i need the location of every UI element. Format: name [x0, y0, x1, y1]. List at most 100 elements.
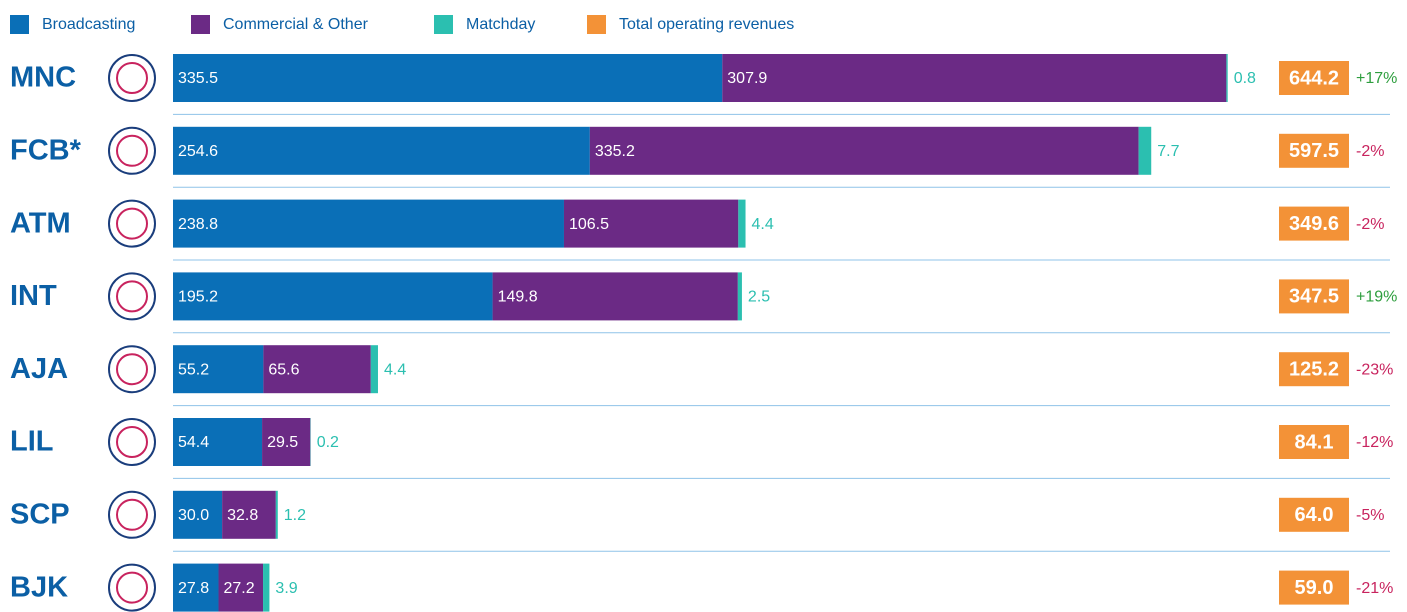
value-label: 65.6 [268, 361, 299, 378]
total-box [1279, 206, 1349, 241]
club-logo-inner [116, 353, 148, 386]
total-label: 349.6 [1289, 213, 1339, 235]
bar-segment [738, 199, 746, 248]
bar-segment [173, 490, 223, 539]
change-label: -2% [1356, 143, 1384, 160]
bar-segment [1226, 54, 1228, 102]
bar-segment [173, 418, 263, 466]
value-label: 106.5 [569, 216, 609, 233]
value-label: 2.5 [748, 289, 770, 306]
value-label: 335.2 [595, 143, 635, 160]
bar-segment [263, 563, 270, 612]
value-label: 3.9 [275, 580, 297, 597]
bar-segment [589, 126, 1139, 175]
club-logo-inner [116, 280, 148, 313]
change-label: -12% [1356, 434, 1393, 451]
category-label: SCP [10, 498, 70, 530]
category-label: ATM [10, 207, 71, 239]
change-label: -2% [1356, 216, 1384, 233]
club-logo [108, 490, 156, 539]
total-box [1279, 570, 1349, 605]
total-label: 125.2 [1289, 358, 1339, 380]
value-label: 0.2 [317, 434, 339, 451]
total-box [1279, 497, 1349, 532]
change-label: +17% [1356, 70, 1397, 87]
value-label: 307.9 [727, 70, 767, 87]
total-label: 59.0 [1295, 577, 1334, 599]
bar-segment [263, 345, 371, 394]
value-label: 238.8 [178, 216, 218, 233]
club-logo [108, 54, 156, 102]
club-logo-inner [116, 207, 148, 240]
category-label: MNC [10, 62, 76, 94]
legend-label: Matchday [466, 16, 535, 33]
total-box [1279, 425, 1349, 459]
category-label: INT [10, 280, 57, 312]
legend-swatch [10, 15, 29, 34]
value-label: 0.8 [1234, 70, 1256, 87]
bar-segment [173, 126, 590, 175]
value-label: 32.8 [227, 507, 258, 524]
legend-swatch [191, 15, 210, 34]
legend-label: Commercial & Other [223, 16, 369, 33]
total-box [1279, 133, 1349, 168]
bar-segment [218, 563, 264, 612]
club-logo-inner [116, 134, 148, 167]
club-logo-inner [116, 498, 148, 531]
club-logo [108, 199, 156, 248]
bar-segment [173, 272, 493, 321]
bar-segment [173, 54, 723, 102]
club-logo [108, 345, 156, 394]
value-label: 7.7 [1157, 143, 1179, 160]
total-box [1279, 279, 1349, 314]
value-label: 27.2 [224, 580, 255, 597]
value-label: 149.8 [498, 289, 538, 306]
value-label: 4.4 [384, 361, 406, 378]
value-label: 30.0 [178, 507, 209, 524]
club-logo [108, 563, 156, 612]
value-label: 4.4 [752, 216, 774, 233]
bar-segment [222, 490, 276, 539]
bar-segment [492, 272, 738, 321]
total-label: 347.5 [1289, 286, 1339, 308]
total-box [1279, 352, 1349, 387]
value-label: 27.8 [178, 580, 209, 597]
bar-segment [722, 54, 1227, 102]
total-box [1279, 61, 1349, 95]
club-logo-inner [116, 571, 148, 604]
club-logo [108, 126, 156, 175]
bar-segment [563, 199, 739, 248]
bar-segment [173, 345, 264, 394]
bar-segment [1138, 126, 1152, 175]
change-label: -5% [1356, 507, 1384, 524]
total-label: 597.5 [1289, 140, 1339, 162]
legend-swatch [434, 15, 453, 34]
total-label: 84.1 [1295, 431, 1334, 453]
category-label: AJA [10, 353, 68, 385]
category-label: LIL [10, 426, 54, 458]
club-logo-inner [116, 426, 148, 458]
value-label: 29.5 [267, 434, 298, 451]
club-logo [108, 418, 156, 466]
legend-label: Total operating revenues [619, 16, 794, 33]
category-label: FCB* [10, 134, 82, 166]
total-label: 644.2 [1289, 67, 1339, 89]
bar-segment [275, 490, 278, 539]
value-label: 254.6 [178, 143, 218, 160]
value-label: 55.2 [178, 361, 209, 378]
value-label: 195.2 [178, 289, 218, 306]
bar-segment [737, 272, 742, 321]
total-label: 64.0 [1295, 504, 1334, 526]
change-label: -23% [1356, 361, 1393, 378]
category-label: BJK [10, 571, 68, 603]
value-label: 1.2 [284, 507, 306, 524]
value-label: 54.4 [178, 434, 209, 451]
legend-label: Broadcasting [42, 16, 135, 33]
change-label: -21% [1356, 580, 1393, 597]
bar-segment [370, 345, 378, 394]
value-label: 335.5 [178, 70, 218, 87]
bar-segment [173, 199, 564, 248]
bar-segment [262, 418, 311, 466]
club-logo-inner [116, 62, 148, 94]
